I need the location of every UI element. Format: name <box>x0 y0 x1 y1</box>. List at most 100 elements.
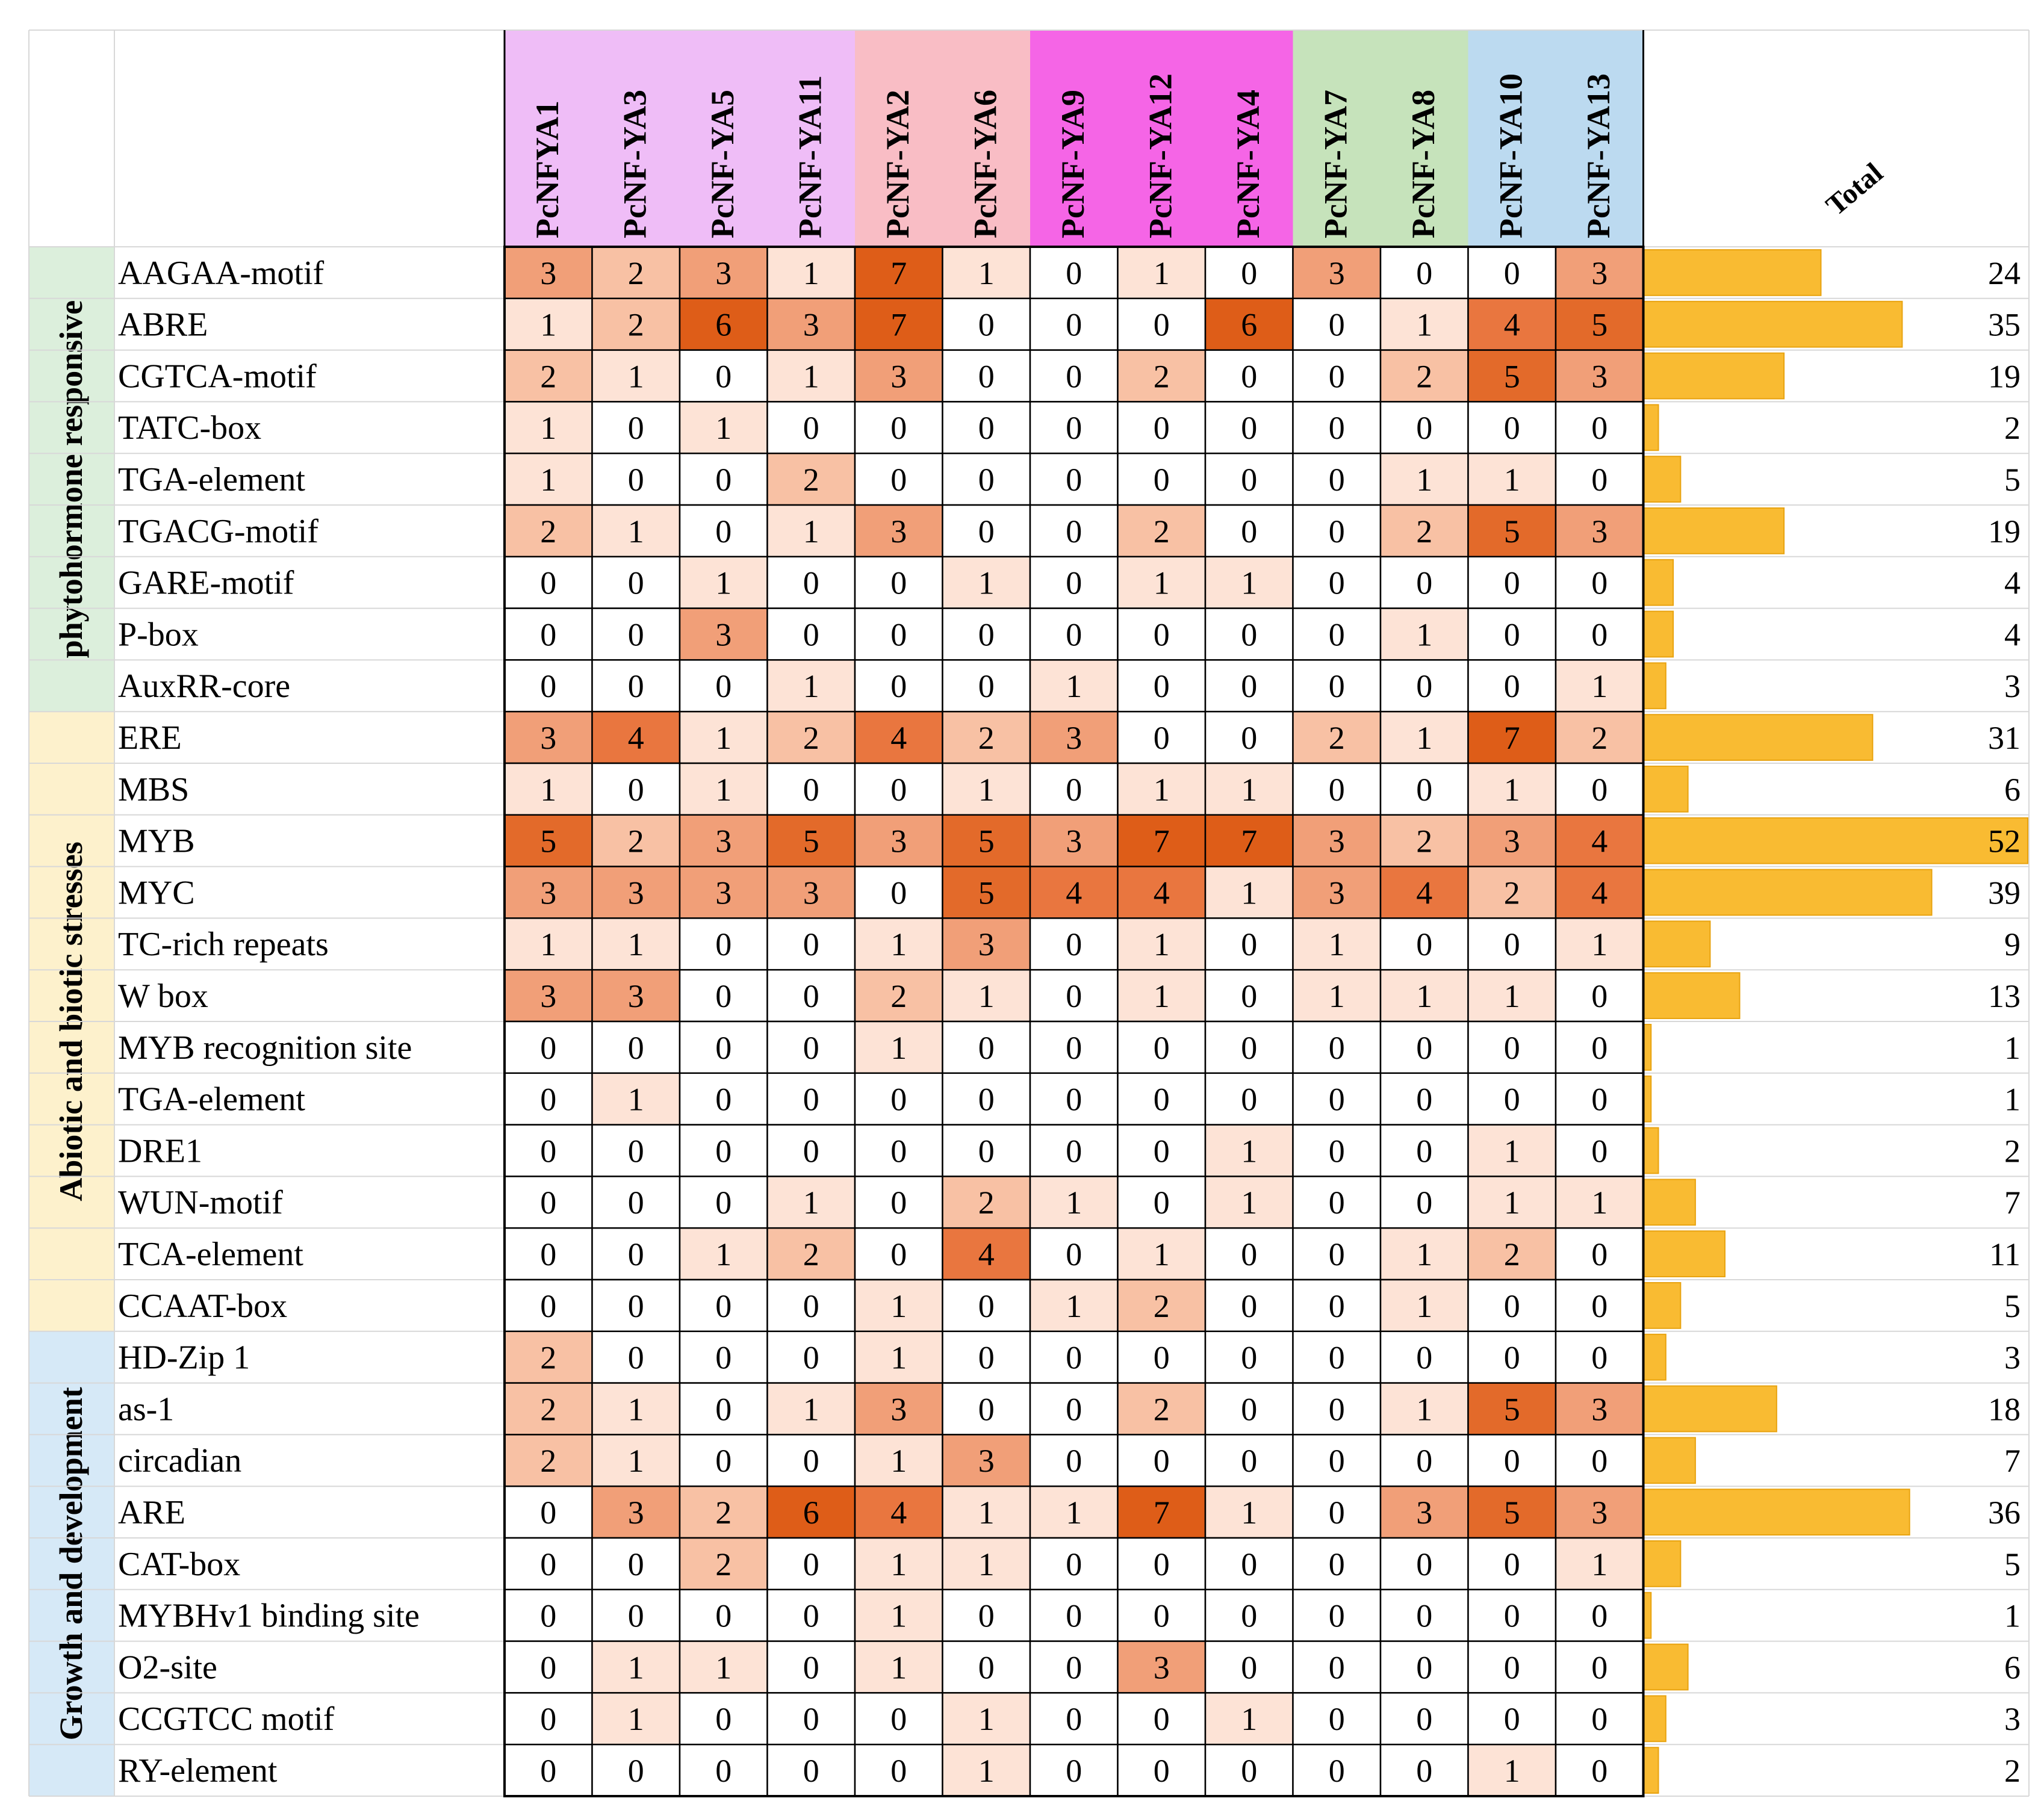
cell-value: 2 <box>803 720 819 756</box>
heatmap-cell <box>1204 1588 1294 1642</box>
heatmap-cell <box>1204 452 1294 506</box>
cell-value: 0 <box>628 565 644 601</box>
cell-value: 0 <box>1066 1391 1082 1427</box>
total-bar <box>1643 1489 1910 1536</box>
heatmap-cell <box>1117 1330 1207 1384</box>
cell-value: 1 <box>540 462 556 498</box>
column-header-bg <box>1117 30 1205 247</box>
total-value: 6 <box>2004 772 2021 808</box>
heatmap-cell <box>766 1072 856 1126</box>
heatmap-cell <box>942 1692 1031 1746</box>
heatmap-cell <box>503 504 593 558</box>
column-header-bg <box>505 30 592 247</box>
heatmap-cell <box>766 452 856 506</box>
heatmap-cell <box>854 659 943 713</box>
cell-value: 0 <box>890 1701 907 1737</box>
heatmap-cell <box>591 1227 681 1281</box>
heatmap-cell <box>679 1537 768 1591</box>
category-band <box>29 247 114 712</box>
heatmap-cell <box>1029 1072 1119 1126</box>
heatmap-cell <box>1379 556 1469 609</box>
row-label: TCA-element <box>118 1236 303 1273</box>
heatmap-cell <box>1379 504 1469 558</box>
total-value: 4 <box>2004 616 2021 652</box>
cell-value: 0 <box>1416 1701 1432 1737</box>
cell-value: 0 <box>978 1133 995 1169</box>
cell-value: 0 <box>978 1340 995 1376</box>
cell-value: 0 <box>1591 462 1608 498</box>
total-value: 31 <box>1988 720 2021 756</box>
heatmap-cell <box>679 1020 768 1074</box>
heatmap-cell <box>1204 1485 1294 1539</box>
heatmap-cell <box>854 1227 943 1281</box>
cell-value: 0 <box>1329 1546 1345 1582</box>
total-value: 9 <box>2004 926 2021 962</box>
grid-frame <box>503 246 1645 1797</box>
total-bar <box>1643 300 1903 348</box>
cell-value: 1 <box>1504 978 1520 1014</box>
cell-value: 0 <box>1591 1649 1608 1685</box>
cell-value: 0 <box>803 1030 819 1066</box>
heatmap-cell <box>679 1434 768 1487</box>
cell-value: 0 <box>540 1495 556 1531</box>
heatmap-cell <box>1029 814 1119 867</box>
cell-value: 0 <box>1241 1443 1257 1479</box>
heatmap-cell <box>1467 297 1557 351</box>
cell-value: 2 <box>1154 358 1170 394</box>
cell-value: 0 <box>1504 1340 1520 1376</box>
row-label: AAGAA-motif <box>118 255 325 292</box>
total-value: 1 <box>2004 1598 2021 1634</box>
cell-value: 0 <box>1066 616 1082 652</box>
cell-value: 3 <box>978 1443 995 1479</box>
total-bar <box>1643 610 1674 658</box>
cell-value: 0 <box>1241 720 1257 756</box>
heatmap-cell <box>1555 504 1644 558</box>
column-label: PcNF-YA10 <box>1493 73 1529 238</box>
cell-value: 0 <box>1416 255 1432 291</box>
heatmap-cell <box>1467 607 1557 661</box>
heatmap-cell <box>1204 607 1294 661</box>
cell-value: 3 <box>1416 1495 1432 1531</box>
cell-value: 3 <box>1329 875 1345 911</box>
cell-value: 3 <box>803 875 819 911</box>
heatmap-cell <box>1467 710 1557 764</box>
cell-value: 0 <box>1329 1288 1345 1324</box>
cell-value: 0 <box>1329 410 1345 446</box>
total-bar <box>1643 1333 1667 1381</box>
cell-value: 0 <box>1329 772 1345 808</box>
category-band <box>29 1331 114 1796</box>
cell-value: 2 <box>1416 823 1432 860</box>
cell-value: 0 <box>1416 1030 1432 1066</box>
heatmap-cell <box>942 710 1031 764</box>
heatmap-cell <box>503 246 593 300</box>
total-bar <box>1643 1695 1667 1743</box>
cell-value: 0 <box>1154 1030 1170 1066</box>
cell-value: 5 <box>1504 1495 1520 1531</box>
cell-value: 0 <box>1504 1443 1520 1479</box>
cell-value: 1 <box>1241 1701 1257 1737</box>
heatmap-cell <box>1292 607 1382 661</box>
heatmap-cell <box>1379 1020 1469 1074</box>
cell-value: 0 <box>1591 565 1608 601</box>
heatmap-cell <box>766 1020 856 1074</box>
cell-value: 1 <box>1416 1391 1432 1427</box>
heatmap-cell <box>679 710 768 764</box>
heatmap-cell <box>1555 1330 1644 1384</box>
cell-value: 7 <box>890 307 907 343</box>
total-value: 4 <box>2004 565 2021 601</box>
heatmap-cell <box>1555 659 1644 713</box>
heatmap-cell <box>503 762 593 816</box>
cell-value: 1 <box>890 926 907 962</box>
cell-value: 1 <box>715 1236 732 1272</box>
cell-value: 0 <box>1416 926 1432 962</box>
cell-value: 4 <box>978 1236 995 1272</box>
cell-value: 0 <box>540 1236 556 1272</box>
heatmap-cell <box>1117 452 1207 506</box>
cell-value: 0 <box>978 358 995 394</box>
cell-value: 0 <box>1329 307 1345 343</box>
heatmap-cell <box>503 1227 593 1281</box>
heatmap-cell <box>503 1278 593 1333</box>
category-label: Growth and development <box>53 1387 89 1740</box>
cell-value: 1 <box>890 1288 907 1324</box>
